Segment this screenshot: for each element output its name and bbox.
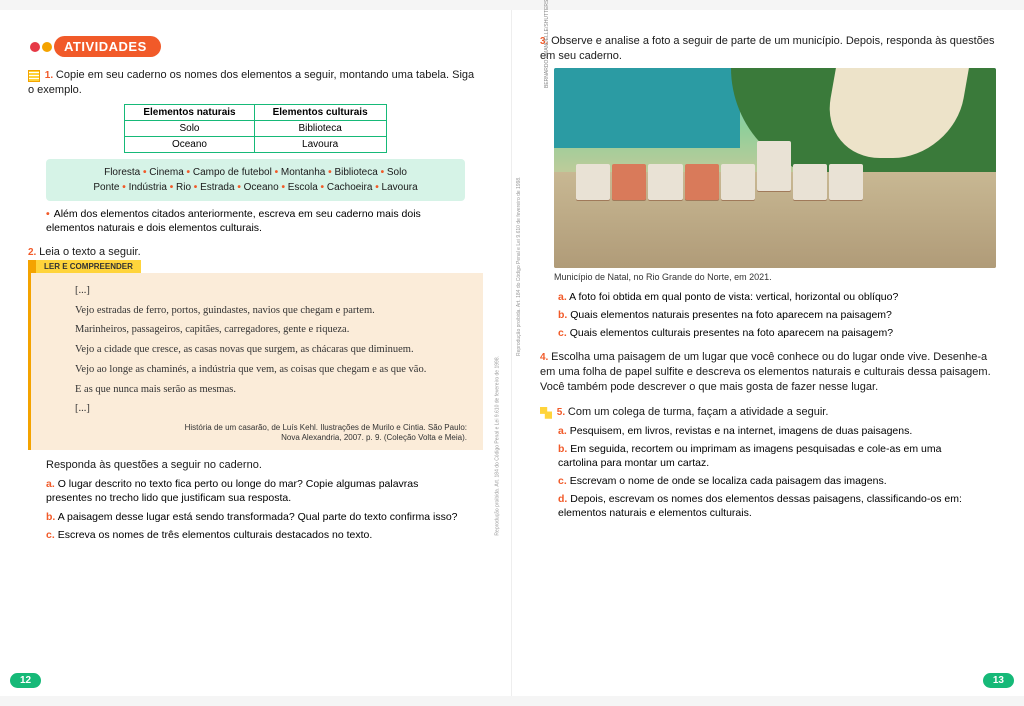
question-2: 2. Leia o texto a seguir. LER E COMPREEN… [28, 245, 483, 542]
q2-sub-a: a. O lugar descrito no texto fica perto … [46, 477, 465, 505]
page-right: 3. Observe e analise a foto a seguir de … [512, 10, 1024, 696]
quote-box: [...] Vejo estradas de ferro, portos, gu… [28, 273, 483, 450]
q4-number: 4. [540, 352, 548, 363]
copy-icon [28, 70, 40, 82]
elements-table: Elementos naturais Elementos culturais S… [124, 104, 386, 153]
q2-text: Leia o texto a seguir. [39, 246, 141, 258]
q5-number: 5. [557, 407, 565, 418]
q5-text: Com um colega de turma, façam a atividad… [568, 406, 828, 418]
q2-sub-b: b. A paisagem desse lugar está sendo tra… [46, 510, 465, 524]
photo-credit: BERNARDO EMANUELLE/SHUTTERSTOCK [544, 0, 550, 88]
q5-sub-a: a. Pesquisem, em livros, revistas e na i… [558, 424, 978, 438]
quote-line: Vejo ao longe as chaminés, a indústria q… [59, 362, 467, 378]
word-bank-line: Floresta • Cinema • Campo de futebol • M… [56, 165, 455, 180]
q1-number: 1. [45, 70, 53, 81]
table-header: Elementos culturais [254, 104, 386, 120]
group-activity-icon [540, 407, 552, 419]
quote-line: Marinheiros, passageiros, capitães, carr… [59, 322, 467, 338]
q2-sub-c: c. Escreva os nomes de três elementos cu… [46, 528, 465, 542]
photo-caption: Município de Natal, no Rio Grande do Nor… [554, 272, 996, 282]
page-spread: ATIVIDADES 1. Copie em seu caderno os no… [0, 10, 1024, 696]
q2-respond: Responda às questões a seguir no caderno… [28, 459, 262, 471]
activities-title: ATIVIDADES [54, 36, 161, 57]
word-bank: Floresta • Cinema • Campo de futebol • M… [46, 159, 465, 201]
q3-sub-a: a. A foto foi obtida em qual ponto de vi… [558, 290, 978, 304]
table-cell: Lavoura [254, 136, 386, 152]
q3-sub-c: c. Quais elementos culturais presentes n… [558, 326, 978, 340]
quote-line: E as que nunca mais serão as mesmas. [59, 382, 467, 398]
question-5: 5. Com um colega de turma, façam a ativi… [540, 405, 996, 521]
q3-sub-b: b. Quais elementos naturais presentes na… [558, 308, 978, 322]
page-left: ATIVIDADES 1. Copie em seu caderno os no… [0, 10, 512, 696]
reproduction-credit-left: Reprodução proibida. Art. 184 do Código … [495, 356, 501, 536]
table-cell: Biblioteca [254, 120, 386, 136]
activities-icon [28, 34, 54, 58]
table-cell: Solo [125, 120, 254, 136]
q4-text: Escolha uma paisagem de um lugar que voc… [540, 351, 991, 393]
q1-extra: •Além dos elementos citados anteriorment… [46, 207, 465, 235]
question-3: 3. Observe e analise a foto a seguir de … [540, 34, 996, 340]
table-row: Oceano Lavoura [125, 136, 386, 152]
q5-sub-b: b. Em seguida, recortem ou imprimam as i… [558, 442, 978, 470]
quote-line: [...] [59, 401, 467, 417]
q5-sub-c: c. Escrevam o nome de onde se localiza c… [558, 474, 978, 488]
table-row: Solo Biblioteca [125, 120, 386, 136]
municipality-photo [554, 68, 996, 268]
quote-source: História de um casarão, de Luís Kehl. Il… [59, 423, 467, 442]
question-4: 4. Escolha uma paisagem de um lugar que … [540, 350, 996, 395]
quote-line: [...] [59, 283, 467, 299]
table-header: Elementos naturais [125, 104, 254, 120]
q1-text: Copie em seu caderno os nomes dos elemen… [28, 69, 474, 96]
q2-number: 2. [28, 247, 36, 258]
read-understand-tag: LER E COMPREENDER [28, 260, 141, 273]
q5-sub-d: d. Depois, escrevam os nomes dos element… [558, 492, 978, 520]
quote-line: Vejo a cidade que cresce, as casas novas… [59, 342, 467, 358]
activities-badge: ATIVIDADES [28, 34, 483, 58]
q3-text: Observe e analise a foto a seguir de par… [540, 35, 994, 62]
quote-line: Vejo estradas de ferro, portos, guindast… [59, 303, 467, 319]
question-1: 1. Copie em seu caderno os nomes dos ele… [28, 68, 483, 235]
reproduction-credit-right: Reprodução proibida. Art. 184 do Código … [516, 176, 522, 356]
table-cell: Oceano [125, 136, 254, 152]
word-bank-line: Ponte • Indústria • Rio • Estrada • Ocea… [56, 180, 455, 195]
